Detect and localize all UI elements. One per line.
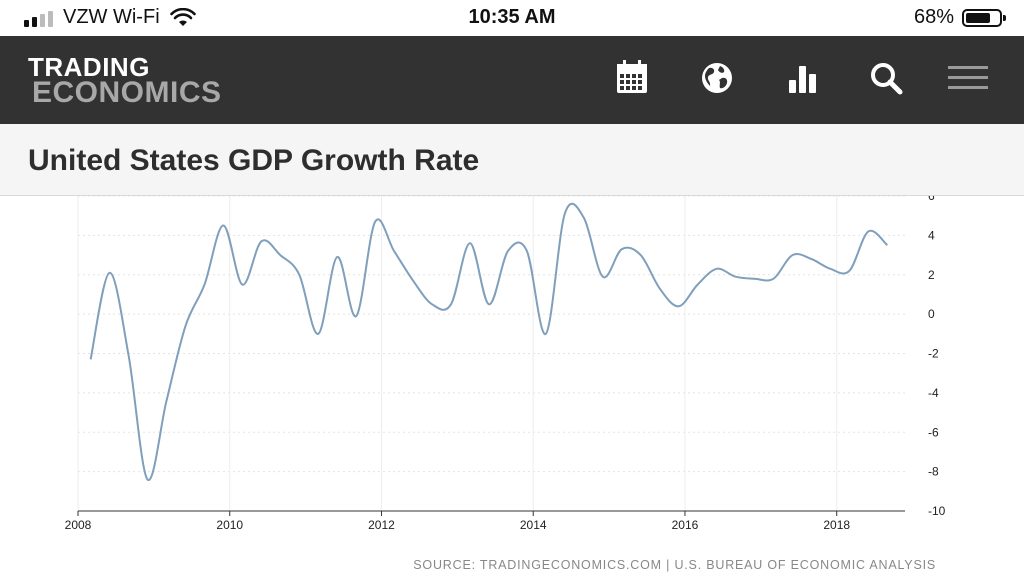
data-point[interactable] xyxy=(87,355,95,363)
data-point[interactable] xyxy=(219,222,227,230)
source-note: SOURCE: TRADINGECONOMICS.COM | U.S. BURE… xyxy=(413,558,936,572)
data-point[interactable] xyxy=(144,476,152,484)
x-tick-label: 2014 xyxy=(520,518,547,532)
data-point[interactable] xyxy=(295,271,303,279)
battery-icon xyxy=(962,8,1006,27)
data-point[interactable] xyxy=(257,237,265,245)
data-point[interactable] xyxy=(769,275,777,283)
data-point[interactable] xyxy=(864,227,872,235)
data-point[interactable] xyxy=(845,267,853,275)
data-point[interactable] xyxy=(504,247,512,255)
data-point[interactable] xyxy=(656,285,664,293)
x-tick-label: 2018 xyxy=(823,518,850,532)
wifi-icon xyxy=(169,7,196,26)
bar-chart-icon xyxy=(789,66,816,93)
y-tick-label: 2 xyxy=(928,268,935,282)
y-tick-label: 0 xyxy=(928,307,935,321)
data-point[interactable] xyxy=(694,281,702,289)
top-navbar: TRADING ECONOMICS xyxy=(0,36,1024,124)
data-point[interactable] xyxy=(333,253,341,261)
globe-icon xyxy=(702,63,732,93)
series-line-gdp-growth xyxy=(89,202,888,481)
x-tick-label: 2010 xyxy=(216,518,243,532)
y-tick-label: 4 xyxy=(928,228,935,242)
gdp-growth-chart: -10 -8 -6 -4 -2 0 2 4 6 2008 2010 2012 2014 2016 2018 xyxy=(0,189,1024,556)
data-point[interactable] xyxy=(675,302,683,310)
data-point[interactable] xyxy=(466,239,474,247)
status-bar-right: 68% xyxy=(913,6,1006,29)
battery-percent: 68% xyxy=(913,6,954,28)
y-tick-label: -4 xyxy=(928,386,939,400)
data-point[interactable] xyxy=(485,300,493,308)
data-point[interactable] xyxy=(447,300,455,308)
data-point[interactable] xyxy=(751,275,759,283)
status-time: 10:35 AM xyxy=(468,6,556,28)
data-point[interactable] xyxy=(788,251,796,259)
data-point[interactable] xyxy=(826,265,834,273)
menu-button[interactable] xyxy=(946,58,990,98)
search-icon xyxy=(871,63,903,95)
search-button[interactable] xyxy=(866,58,906,98)
y-tick-label: -10 xyxy=(928,504,946,518)
data-point[interactable] xyxy=(523,247,531,255)
chart-svg: -10 -8 -6 -4 -2 0 2 4 6 2008 2010 2012 2014 2016 2018 xyxy=(65,189,946,532)
data-point[interactable] xyxy=(163,397,171,405)
page-title: United States GDP Growth Rate xyxy=(28,144,480,177)
data-point[interactable] xyxy=(807,255,815,263)
data-point[interactable] xyxy=(238,281,246,289)
y-tick-label: 6 xyxy=(928,196,935,203)
y-tick-label: -8 xyxy=(928,465,939,479)
data-point[interactable] xyxy=(276,251,284,259)
globe-button[interactable] xyxy=(697,58,737,98)
menu-icon xyxy=(948,66,988,89)
signal-strength-icon xyxy=(24,9,53,27)
data-point[interactable] xyxy=(352,312,360,320)
data-point[interactable] xyxy=(181,322,189,330)
calendar-icon xyxy=(617,60,647,93)
data-point[interactable] xyxy=(200,281,208,289)
data-point[interactable] xyxy=(713,265,721,273)
y-tick-label: -6 xyxy=(928,425,939,439)
status-bar: VZW Wi-Fi 10:35 AM 68% xyxy=(0,0,1024,36)
data-point[interactable] xyxy=(732,273,740,281)
calendar-button[interactable] xyxy=(612,58,652,98)
data-point[interactable] xyxy=(883,241,891,249)
data-point[interactable] xyxy=(125,351,133,359)
x-tick-label: 2008 xyxy=(65,518,92,532)
x-tick-label: 2016 xyxy=(672,518,699,532)
x-tick-label: 2012 xyxy=(368,518,395,532)
logo-line1: TRADING xyxy=(28,52,150,82)
data-point[interactable] xyxy=(618,245,626,253)
data-point[interactable] xyxy=(580,214,588,222)
data-point[interactable] xyxy=(371,218,379,226)
data-point[interactable] xyxy=(106,269,114,277)
data-point[interactable] xyxy=(314,330,322,338)
y-tick-label: -2 xyxy=(928,347,939,361)
data-point[interactable] xyxy=(390,247,398,255)
charts-button[interactable] xyxy=(783,58,823,98)
data-point[interactable] xyxy=(561,210,569,218)
data-point[interactable] xyxy=(542,330,550,338)
data-point[interactable] xyxy=(409,277,417,285)
data-point[interactable] xyxy=(637,251,645,259)
trading-economics-logo[interactable]: TRADING ECONOMICS xyxy=(28,52,222,109)
data-point[interactable] xyxy=(599,273,607,281)
status-bar-left: VZW Wi-Fi xyxy=(24,6,196,29)
logo-line2: ECONOMICS xyxy=(32,76,222,109)
title-bar: United States GDP Growth Rate xyxy=(0,124,1024,196)
data-point[interactable] xyxy=(428,300,436,308)
carrier-label: VZW Wi-Fi xyxy=(63,6,160,28)
